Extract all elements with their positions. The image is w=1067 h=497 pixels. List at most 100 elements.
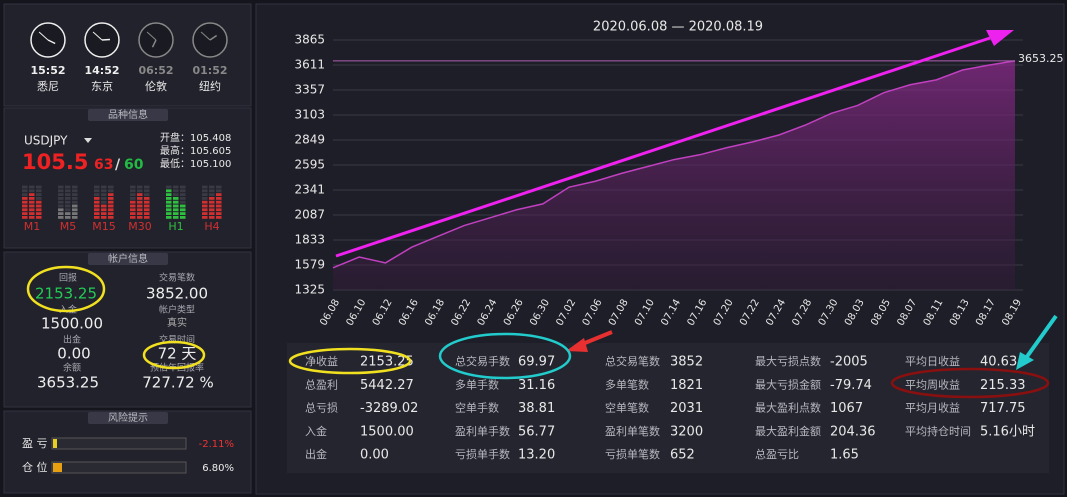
stat-value: 38.81 xyxy=(518,401,555,416)
annotation-arrowhead xyxy=(1016,352,1034,370)
stat-value: -79.74 xyxy=(830,378,872,393)
meter-segment xyxy=(108,200,114,204)
field-value: 727.72 % xyxy=(142,374,214,392)
meter-segment xyxy=(22,208,28,212)
meter-segment xyxy=(180,212,186,215)
stat-label: 亏损单笔数 xyxy=(605,447,660,461)
meter-segment xyxy=(72,193,78,196)
meter-segment xyxy=(137,204,143,208)
meter-segment xyxy=(29,208,35,212)
meter-segment xyxy=(166,216,172,219)
stat-label: 总盈亏比 xyxy=(755,447,799,461)
stat-label: 总亏损 xyxy=(305,401,338,415)
clock-time: 14:52 xyxy=(84,64,119,77)
clock-hand xyxy=(209,34,218,41)
stat-value: 31.16 xyxy=(518,378,555,393)
meter-segment xyxy=(22,216,28,219)
highlight-ellipse xyxy=(142,340,206,370)
meter-segment xyxy=(202,189,208,193)
meter-segment xyxy=(202,204,208,208)
y-tick-label: 3357 xyxy=(294,83,325,97)
meter-segment xyxy=(36,200,42,204)
stat-value: 717.75 xyxy=(980,401,1026,416)
meter-segment xyxy=(137,200,143,204)
meter-segment xyxy=(180,185,186,189)
stat-value: -3289.02 xyxy=(360,401,418,416)
meter-segment xyxy=(130,197,136,200)
meter-segment xyxy=(180,197,186,200)
stat-value: 69.97 xyxy=(518,355,555,370)
field-label: 入金 xyxy=(59,304,77,316)
stat-value: 204.36 xyxy=(830,424,876,439)
annotation-arrowhead xyxy=(986,30,1014,46)
highlight-ellipse xyxy=(890,367,1050,399)
field-value: 3852.00 xyxy=(146,285,208,303)
meter-segment xyxy=(36,197,42,200)
y-tick-label: 2849 xyxy=(294,133,325,147)
section-header: 帐户信息 xyxy=(108,252,148,265)
meter-segment xyxy=(108,216,114,219)
stat-value: -2005 xyxy=(830,355,868,370)
meter-segment xyxy=(180,193,186,196)
y-tick-label: 2341 xyxy=(294,183,325,197)
stat-value: 5442.27 xyxy=(360,378,414,393)
meter-segment xyxy=(22,189,28,193)
meter-segment xyxy=(108,212,114,215)
meter-segment xyxy=(101,208,107,212)
clock-city: 伦敦 xyxy=(145,79,167,93)
stat-value: 2153.25 xyxy=(360,355,414,370)
meter-segment xyxy=(173,197,179,200)
meter-segment xyxy=(29,189,35,193)
meter-segment xyxy=(130,212,136,215)
clock-hand xyxy=(200,31,211,41)
meter-segment xyxy=(144,193,150,196)
meter-segment xyxy=(36,216,42,219)
price-separator: / xyxy=(115,157,121,173)
y-tick-label: 3103 xyxy=(294,108,325,122)
stat-label: 多单笔数 xyxy=(605,377,649,391)
meter-segment xyxy=(209,200,215,204)
meter-segment xyxy=(144,197,150,200)
meter-segment xyxy=(58,185,64,189)
clock-time: 01:52 xyxy=(192,64,227,77)
meter-segment xyxy=(72,185,78,189)
field-label: 交易笔数 xyxy=(159,272,195,284)
meter-segment xyxy=(72,208,78,212)
dropdown-arrow[interactable] xyxy=(84,138,92,143)
meter-segment xyxy=(72,204,78,208)
meter-segment xyxy=(29,204,35,208)
stat-value: 3200 xyxy=(670,424,703,439)
meter-segment xyxy=(216,189,222,193)
meter-segment xyxy=(58,189,64,193)
field-label: 余额 xyxy=(63,362,81,374)
meter-segment xyxy=(108,185,114,189)
stat-label: 平均月收益 xyxy=(905,401,960,415)
meter-segment xyxy=(101,200,107,204)
field-value: 2153.25 xyxy=(35,285,97,303)
annotation-arrow xyxy=(1024,314,1058,360)
highlight-ellipse xyxy=(288,347,412,375)
meter-segment xyxy=(180,208,186,212)
field-label: 回报 xyxy=(59,272,77,284)
meter-segment xyxy=(29,212,35,215)
header-tab xyxy=(88,109,168,121)
meter-segment xyxy=(202,197,208,200)
meter-segment xyxy=(130,216,136,219)
meter-segment xyxy=(202,212,208,215)
meter-segment xyxy=(180,216,186,219)
stat-label: 最大亏损点数 xyxy=(755,354,821,368)
timeframe-label: M30 xyxy=(128,220,152,233)
meter-segment xyxy=(101,189,107,193)
meter-segment xyxy=(144,200,150,204)
meter-segment xyxy=(180,200,186,204)
high-price: 最高：105.605 xyxy=(160,144,231,157)
stat-value: 652 xyxy=(670,448,695,463)
meter-segment xyxy=(58,212,64,215)
y-tick-label: 2087 xyxy=(294,208,325,222)
meter-segment xyxy=(166,200,172,204)
stat-label: 总交易笔数 xyxy=(605,354,660,368)
stat-label: 出金 xyxy=(305,447,327,461)
meter-segment xyxy=(94,216,100,219)
